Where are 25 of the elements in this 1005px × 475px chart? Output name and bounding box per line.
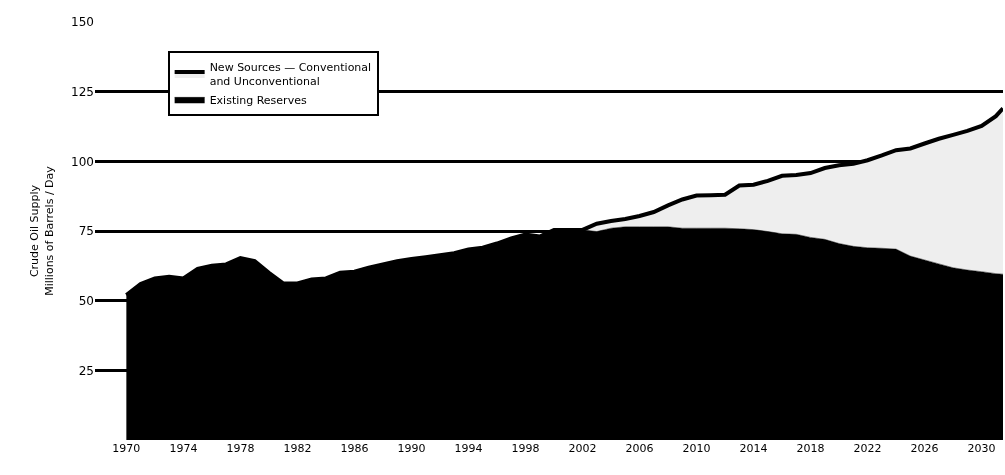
x-tick-label: 1986 [340, 442, 369, 455]
x-tick-label: 1974 [169, 442, 198, 455]
x-tick-label: 1994 [454, 442, 483, 455]
x-tick-label: 2018 [796, 442, 825, 455]
x-tick-label: 2022 [853, 442, 882, 455]
x-tick-label: 2002 [568, 442, 597, 455]
x-tick-label: 2006 [625, 442, 654, 455]
x-tick-label: 1978 [226, 442, 255, 455]
y-tick-label: 25 [78, 363, 94, 378]
y-axis-title: Crude Oil Supply Millions of Barrels / Day [28, 165, 56, 296]
y-tick-label: 150 [71, 15, 94, 30]
x-tick-label: 2026 [910, 442, 939, 455]
x-tick-label: 2030 [967, 442, 996, 455]
y-tick-label: 125 [71, 84, 94, 99]
x-tick-label: 2010 [682, 442, 711, 455]
x-tick-label: 1998 [511, 442, 540, 455]
y-tick-label: 100 [71, 154, 94, 169]
x-tick-label: 2014 [739, 442, 768, 455]
x-tick-label: 1982 [283, 442, 312, 455]
y-tick-label: 75 [78, 224, 94, 239]
x-tick-label: 1970 [112, 442, 141, 455]
legend-label: New Sources — Conventional and Unconventional [209, 61, 372, 89]
x-tick-label: 1990 [397, 442, 426, 455]
y-tick-label: 50 [78, 293, 94, 308]
legend-label: Existing Reserves [209, 93, 307, 107]
